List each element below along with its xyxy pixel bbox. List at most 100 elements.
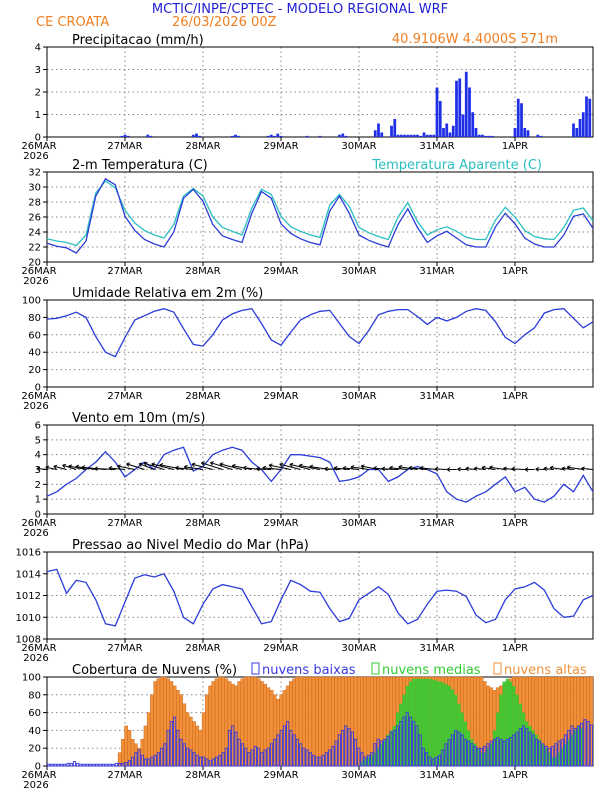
low-cloud-bar — [386, 736, 390, 767]
precip-bar — [266, 135, 270, 137]
mid-cloud-bar — [499, 694, 503, 766]
low-cloud-bar — [363, 756, 367, 767]
low-cloud-bar — [95, 763, 99, 767]
wind-vector — [191, 463, 213, 470]
clouds-xtick-label: 30MAR — [341, 770, 376, 781]
wind-vector-head — [389, 465, 393, 471]
precip-xtick-label: 26MAR — [21, 141, 56, 152]
mid-cloud-bar — [467, 730, 471, 766]
mid-cloud-bar — [366, 757, 371, 766]
precip-panel: Precipitacao (mm/h) 0 1 2 3 4 26MAR 27MAR 28MAR… — [21, 33, 594, 162]
low-cloud-bar — [405, 712, 409, 767]
precip-xtick-label: 27MAR — [107, 141, 142, 152]
clouds-ytick-label: 0 — [35, 762, 41, 773]
pressure-xtick-label: 27MAR — [107, 643, 142, 654]
clouds-ytick-label: 20 — [28, 744, 41, 755]
wind-ytick-label: 0 — [35, 510, 41, 521]
wind-vector-head — [262, 465, 267, 471]
low-cloud-bar — [137, 749, 141, 767]
low-cloud-bar — [176, 729, 180, 767]
wind-vector-head — [268, 463, 273, 468]
mid-cloud-bar — [489, 743, 493, 766]
low-cloud-bar — [295, 738, 299, 767]
wind-vector-head — [138, 462, 143, 467]
precip-bar — [380, 132, 384, 137]
low-cloud-bar — [541, 743, 545, 767]
pressure-ytick-label: 1016 — [16, 548, 41, 559]
low-cloud-bar — [282, 725, 287, 767]
low-cloud-bar — [315, 756, 319, 767]
low-cloud-bar — [160, 747, 164, 767]
temperature-ytick-label: 30 — [28, 183, 41, 194]
wind-vector-head — [81, 465, 86, 470]
mid-cloud-bar — [434, 680, 438, 766]
low-cloud-bar — [169, 721, 173, 767]
low-cloud-bar — [92, 763, 96, 767]
mid-clouds-legend: nuvens medias — [382, 663, 481, 678]
high-cloud-bar — [318, 676, 322, 767]
wind-xtick-label: 30MAR — [341, 518, 376, 529]
high-cloud-bar — [124, 725, 128, 767]
low-cloud-bar — [182, 743, 186, 767]
low-cloud-bar — [231, 725, 235, 767]
mid-cloud-bar — [518, 703, 522, 766]
pressure-xtick-label: 28MAR — [185, 643, 220, 654]
low-cloud-bar — [418, 734, 422, 767]
low-cloud-bar — [279, 729, 283, 767]
precip-bar — [341, 133, 345, 137]
wind-vector-head — [524, 467, 529, 472]
low-cloud-bar — [554, 743, 558, 767]
precip-bar — [120, 135, 124, 137]
mid-cloud-bar — [576, 725, 581, 766]
mid-cloud-bar — [551, 757, 555, 766]
mid-cloud-bar — [418, 678, 422, 766]
wind-ytick-label: 1 — [35, 495, 41, 506]
low-cloud-bar — [557, 740, 561, 767]
mid-cloud-bar — [563, 743, 568, 766]
humidity-ytick-label: 20 — [28, 365, 41, 376]
low-cloud-bar — [89, 763, 93, 767]
precip-bar — [474, 128, 478, 137]
wind-vector-head — [108, 465, 113, 471]
temperature-ytick-label: 28 — [28, 198, 41, 209]
low-cloud-bar — [234, 731, 238, 767]
precip-bar — [536, 134, 540, 137]
wind-vector — [108, 467, 126, 470]
mid-cloud-bar — [383, 739, 387, 766]
precip-bar — [230, 135, 234, 137]
wind-vector-head — [298, 463, 303, 469]
low-cloud-bar — [425, 752, 429, 767]
mid-cloud-bar — [363, 758, 367, 766]
low-cloud-bar — [399, 721, 403, 767]
low-cloud-bar — [395, 725, 400, 767]
low-cloud-bar — [263, 749, 267, 767]
precip-bar — [393, 119, 397, 137]
wind-vector — [159, 464, 184, 470]
low-cloud-bar — [460, 734, 464, 767]
wind-vector — [184, 466, 204, 470]
wind-vector-head — [94, 466, 98, 471]
wind-vector-head — [143, 461, 148, 467]
wind-vector-head — [183, 464, 188, 470]
low-cloud-bar — [570, 725, 574, 767]
mid-cloud-bar — [554, 757, 558, 766]
low-cloud-bar — [518, 728, 522, 767]
wind-vector-head — [535, 466, 539, 472]
wind-vector — [350, 466, 369, 470]
low-cloud-bar — [47, 763, 51, 767]
low-cloud-bar — [486, 743, 490, 767]
low-cloud-bar — [521, 725, 526, 767]
wind-vector — [381, 468, 399, 470]
pressure-panel: Pressao ao Nivel Medio do Mar (hPa) 1008… — [16, 538, 594, 664]
precip-xtick-label: 31MAR — [419, 141, 454, 152]
low-cloud-bar — [515, 731, 519, 767]
wind-vector-head — [465, 466, 470, 472]
mid-cloud-bar — [570, 734, 574, 766]
humidity-xtick-label: 27MAR — [107, 391, 142, 402]
precip-bar — [191, 134, 195, 137]
low-cloud-bar — [408, 716, 413, 767]
precip-xtick-label: 1APR — [502, 141, 528, 152]
temperature-title: 2-m Temperatura (C) — [72, 158, 208, 173]
wind-xtick-year: 2026 — [23, 528, 48, 539]
precip-bar — [435, 87, 439, 137]
